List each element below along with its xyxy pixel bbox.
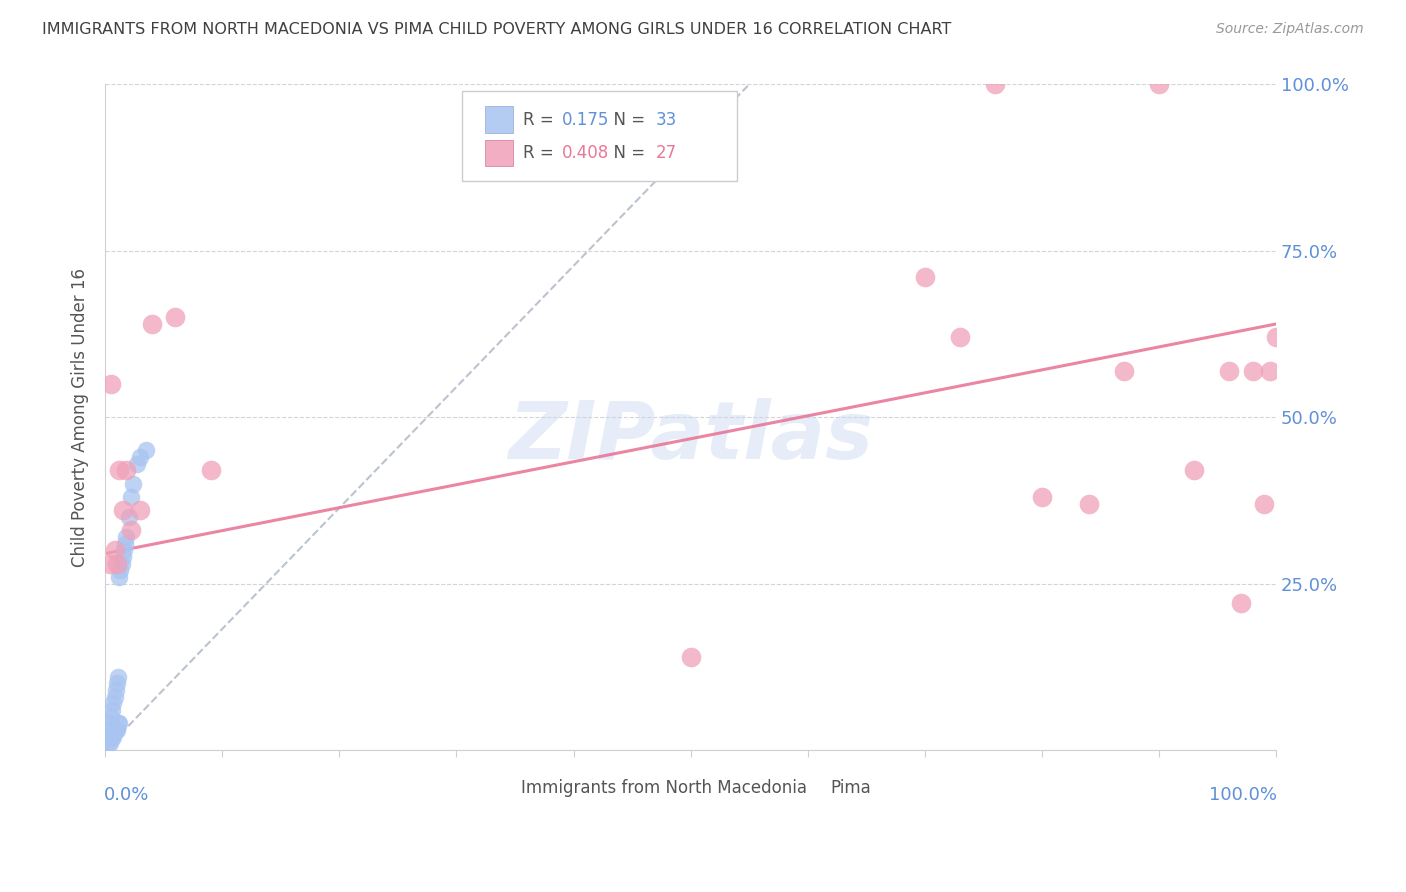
Point [117,510,139,524]
Point [949,330,972,344]
Point [97,730,120,744]
FancyBboxPatch shape [800,777,824,798]
Text: R =: R = [523,111,560,128]
Y-axis label: Child Poverty Among Girls Under 16: Child Poverty Among Girls Under 16 [72,268,89,566]
Point [114,536,136,550]
Point [100,376,122,391]
Point [141,317,163,331]
Point [115,530,138,544]
Point [984,78,1007,92]
Point [1112,363,1135,377]
Text: 100.0%: 100.0% [1209,787,1277,805]
Point [107,716,129,731]
FancyBboxPatch shape [491,777,513,798]
Text: Pima: Pima [830,779,870,797]
FancyBboxPatch shape [485,140,513,166]
Point [1077,497,1099,511]
Point [1241,363,1264,377]
Point [100,730,122,744]
Point [98,716,121,731]
Point [115,463,138,477]
Text: IMMIGRANTS FROM NORTH MACEDONIA VS PIMA CHILD POVERTY AMONG GIRLS UNDER 16 CORRE: IMMIGRANTS FROM NORTH MACEDONIA VS PIMA … [42,22,952,37]
Point [110,563,132,577]
Point [111,549,134,564]
Point [98,736,121,750]
Point [108,716,131,731]
Point [125,457,148,471]
Point [1147,78,1170,92]
Text: 0.0%: 0.0% [104,787,149,805]
Point [101,703,124,717]
Point [129,450,152,464]
Point [105,557,128,571]
Point [1258,363,1281,377]
Text: Source: ZipAtlas.com: Source: ZipAtlas.com [1216,22,1364,37]
Point [112,543,135,558]
Point [914,270,936,285]
Point [165,310,187,325]
Point [103,690,125,704]
Point [122,476,145,491]
Point [1230,597,1253,611]
Text: 33: 33 [655,111,676,128]
Point [1031,490,1053,504]
Text: R =: R = [523,144,560,162]
Point [103,730,125,744]
Text: ZIPatlas: ZIPatlas [508,398,873,476]
Point [120,490,142,504]
Point [97,723,120,737]
Point [108,570,131,584]
Point [105,676,128,690]
Text: 0.175: 0.175 [562,111,609,128]
Text: Immigrants from North Macedonia: Immigrants from North Macedonia [520,779,807,797]
Text: 0.408: 0.408 [562,144,609,162]
Point [1253,497,1275,511]
Point [103,543,125,558]
Point [104,683,127,698]
FancyBboxPatch shape [485,106,513,133]
Point [120,523,142,537]
Point [108,463,131,477]
Point [111,503,134,517]
Point [135,443,157,458]
Point [200,463,222,477]
Point [101,730,124,744]
Point [679,649,702,664]
Point [100,709,122,723]
Point [107,670,129,684]
Point [98,557,121,571]
Point [1265,330,1288,344]
Text: 27: 27 [655,144,676,162]
Point [103,723,125,737]
Text: N =: N = [603,144,650,162]
Text: N =: N = [603,111,650,128]
Point [129,503,152,517]
Point [104,723,127,737]
Point [1218,363,1240,377]
Point [1182,463,1205,477]
FancyBboxPatch shape [463,91,737,181]
Point [110,557,132,571]
Point [96,736,118,750]
Point [105,723,128,737]
Point [103,696,125,710]
